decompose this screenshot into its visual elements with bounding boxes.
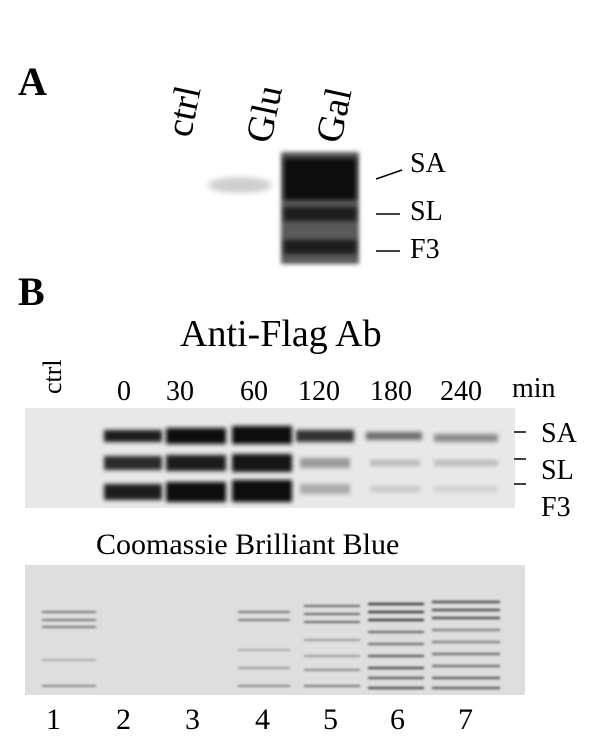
lane-number-5: 5 [323, 703, 338, 736]
time-label-0: 0 [117, 376, 131, 407]
panel-a-band-sa: SA [410, 148, 446, 179]
marker-line-a-sa [375, 169, 403, 180]
panel-a-letter: A [18, 59, 47, 104]
panel-b-band-sl: SL [541, 455, 574, 486]
time-unit-label: min [512, 373, 556, 404]
coomassie-gel [25, 565, 525, 695]
time-label-180: 180 [370, 376, 412, 407]
panel-b-band-f3: F3 [541, 492, 571, 523]
panel-a-band-f3: F3 [410, 234, 440, 265]
panel-b-letter: B [18, 269, 45, 314]
stain-title: Coomassie Brilliant Blue [96, 528, 400, 561]
panel-b-band-sa: SA [541, 418, 577, 449]
time-label-120: 120 [298, 376, 340, 407]
panel-a-band-sl: SL [410, 196, 443, 227]
lane-number-7: 7 [458, 703, 473, 736]
lane-number-2: 2 [116, 703, 131, 736]
panel-b-western-blot [25, 408, 515, 508]
time-label-240: 240 [440, 376, 482, 407]
blot-title: Anti-Flag Ab [180, 313, 382, 355]
lane-number-4: 4 [255, 703, 270, 736]
lane-number-1: 1 [46, 703, 61, 736]
lane-number-6: 6 [390, 703, 405, 736]
time-label-60: 60 [240, 376, 268, 407]
panel-b-ctrl-label: ctrl [38, 359, 67, 394]
lane-number-3: 3 [185, 703, 200, 736]
time-label-30: 30 [166, 376, 194, 407]
panel-a-blot [208, 152, 359, 264]
